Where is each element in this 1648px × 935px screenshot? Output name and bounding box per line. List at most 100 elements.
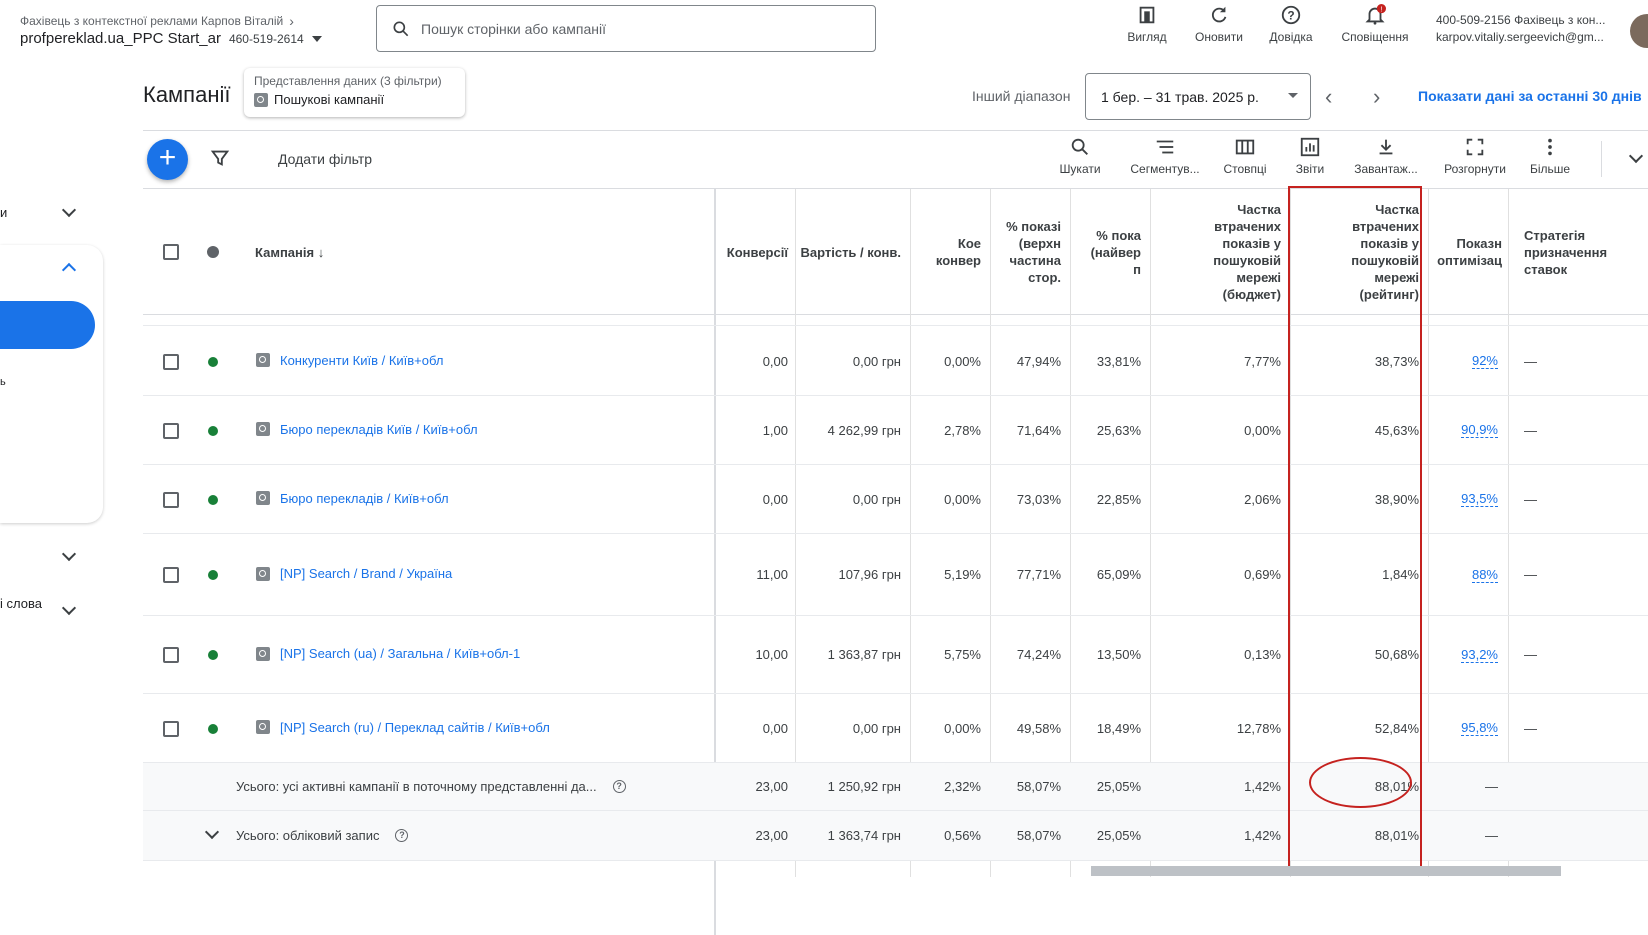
campaign-link[interactable]: Бюро перекладів Київ / Київ+обл	[256, 422, 478, 437]
table-row[interactable]: Конкуренти Київ / Київ+обл 0,00 0,00 грн 0,…	[143, 327, 1648, 396]
prev-range-button[interactable]: ‹	[1325, 84, 1333, 109]
table-row[interactable]: Бюро перекладів Київ / Київ+обл 1,00 4 262…	[143, 396, 1648, 465]
row-checkbox[interactable]	[163, 647, 179, 663]
date-range-selector[interactable]: 1 бер. – 31 трав. 2025 р.	[1085, 73, 1311, 120]
row-checkbox[interactable]	[163, 491, 179, 508]
campaign-name: [NP] Search (ua) / Загальна / Київ+обл-1	[280, 646, 521, 661]
table-row[interactable]: [NP] Search (ru) / Переклад сайтів / Киї…	[143, 694, 1648, 763]
table-row[interactable]: Бюро перекладів / Київ+обл 0,00 0,00 грн 0,…	[143, 465, 1648, 534]
sidebar-item-keywords[interactable]: і слова	[0, 596, 42, 611]
more-vert-icon	[1548, 138, 1552, 156]
col-bid-strategy[interactable]: Стратегія призначення ставок	[1524, 227, 1608, 277]
cell-rank: 50,68%	[1374, 647, 1419, 662]
cell-opt-score[interactable]: 93,5%	[1461, 491, 1498, 507]
chevron-down-icon[interactable]	[204, 824, 220, 840]
sidebar-active-item[interactable]	[0, 301, 95, 349]
last-30-days-link[interactable]: Показати дані за останні 30 днів	[1418, 88, 1642, 104]
status-enabled-icon	[208, 570, 218, 580]
avatar[interactable]	[1630, 14, 1648, 48]
range-label: Інший діапазон	[972, 88, 1071, 104]
campaign-link[interactable]: [NP] Search / Brand / Україна	[256, 566, 452, 581]
col-cost-per-conv[interactable]: Вартість / конв.	[800, 244, 901, 260]
cell-abs: 65,09%	[1096, 567, 1141, 582]
chevron-right-icon: ›	[289, 13, 294, 29]
tool-segment[interactable]: Сегментув...	[1123, 136, 1207, 176]
help-button[interactable]: ? Довідка	[1256, 4, 1326, 44]
cell-top: 49,58%	[1016, 720, 1061, 736]
columns-icon	[1235, 139, 1255, 155]
row-checkbox[interactable]	[163, 422, 179, 439]
tool-reports[interactable]: Звіти	[1285, 136, 1335, 176]
row-checkbox[interactable]	[163, 720, 179, 737]
row-checkbox[interactable]	[163, 353, 179, 370]
total-rate: 0,56%	[944, 828, 981, 843]
add-campaign-button[interactable]: +	[147, 139, 188, 180]
table-row[interactable]: [NP] Search (ua) / Загальна / Київ+обл-1…	[143, 616, 1648, 694]
user-info[interactable]: 400-509-2156 Фахівець з кон... karpov.vi…	[1436, 13, 1606, 44]
reports-icon	[1300, 137, 1320, 157]
col-abs-top-impr[interactable]: % пока (найвер п	[1090, 227, 1141, 277]
cell-opt-score[interactable]: 90,9%	[1461, 422, 1498, 438]
cell-cost: 107,96 грн	[838, 567, 901, 582]
cell-opt-score[interactable]: 93,2%	[1461, 646, 1498, 663]
account-breadcrumb[interactable]: Фахівець з контекстної реклами Карпов Ві…	[20, 13, 294, 29]
row-checkbox[interactable]	[163, 567, 179, 583]
campaign-link[interactable]: Конкуренти Київ / Київ+обл	[256, 353, 443, 368]
col-opt-score[interactable]: Показн оптимізац	[1437, 236, 1502, 268]
col-conv-rate[interactable]: Кое конвер	[935, 236, 981, 268]
sidebar-item-1[interactable]: и	[0, 205, 8, 220]
next-range-button[interactable]: ›	[1373, 84, 1381, 109]
campaign-link[interactable]: [NP] Search (ua) / Загальна / Київ+обл-1	[256, 646, 520, 661]
col-top-impr[interactable]: % показі (верхн частина стор.	[1006, 219, 1061, 285]
total-abs: 25,05%	[1096, 828, 1141, 843]
campaign-link[interactable]: Бюро перекладів / Київ+обл	[256, 491, 449, 506]
tool-download[interactable]: Завантаж...	[1347, 136, 1425, 176]
col-conversions[interactable]: Конверсії	[726, 244, 788, 260]
total-conv: 23,00	[755, 779, 788, 794]
col-lost-rank[interactable]: Частка втрачених показів у пошуковій мер…	[1351, 202, 1419, 302]
cell-top: 71,64%	[1016, 422, 1061, 438]
cell-cost: 0,00 грн	[852, 720, 901, 736]
view-chip[interactable]: Представлення даних (3 фільтри) Пошукові…	[244, 68, 465, 117]
search-campaign-icon	[256, 491, 270, 505]
table-toolbar: + Додати фільтр Шукати Сегментув... Стов…	[143, 131, 1648, 189]
campaigns-table-panel: + Додати фільтр Шукати Сегментув... Стов…	[143, 130, 1648, 935]
col-lost-budget[interactable]: Частка втрачених показів у пошуковій мер…	[1213, 202, 1281, 302]
refresh-button[interactable]: Оновити	[1184, 4, 1254, 44]
search-campaign-icon	[256, 646, 270, 661]
account-id: 460-519-2614	[228, 31, 304, 46]
totals-label: Усього: обліковий запис	[236, 828, 380, 843]
cell-opt-score[interactable]: 88%	[1471, 566, 1498, 583]
sidebar-item-2[interactable]: ь	[0, 376, 6, 388]
chevron-down-icon[interactable]	[61, 600, 77, 616]
cell-abs: 25,63%	[1096, 422, 1141, 438]
chevron-down-icon[interactable]	[61, 546, 77, 562]
chevron-down-icon[interactable]	[1628, 148, 1644, 164]
chevron-down-icon[interactable]	[61, 202, 77, 218]
cell-conv: 0,00	[762, 720, 788, 736]
account-selector[interactable]: profpereklad.ua_PPC Start_ar 460-519-261…	[20, 30, 322, 47]
tool-columns[interactable]: Стовпці	[1215, 136, 1275, 176]
search-input[interactable]: Пошук сторінки або кампанії	[376, 5, 876, 52]
caret-down-icon	[311, 35, 322, 42]
help-icon[interactable]: ?	[395, 829, 409, 842]
filter-icon[interactable]	[209, 147, 231, 169]
help-icon[interactable]: ?	[612, 780, 626, 793]
cell-top: 73,03%	[1016, 491, 1061, 507]
table-row[interactable]: [NP] Search / Brand / Україна 11,00 107,96…	[143, 534, 1648, 616]
total-rank: 88,01%	[1374, 828, 1419, 843]
view-button[interactable]: Вигляд	[1112, 4, 1182, 44]
cell-cost: 1 363,87 грн	[827, 647, 901, 662]
campaign-link[interactable]: [NP] Search (ru) / Переклад сайтів / Киї…	[256, 720, 550, 735]
tool-expand[interactable]: Розгорнути	[1439, 136, 1511, 176]
cell-opt-score[interactable]: 92%	[1471, 353, 1498, 369]
tool-more[interactable]: Більше	[1523, 136, 1577, 176]
col-campaign[interactable]: Кампанія ↓	[255, 244, 325, 260]
notifications-button[interactable]: ! Сповіщення	[1341, 4, 1409, 44]
search-campaign-icon	[256, 353, 270, 367]
select-all-checkbox[interactable]	[163, 244, 179, 260]
add-filter-button[interactable]: Додати фільтр	[278, 151, 373, 167]
cell-opt-score[interactable]: 95,8%	[1461, 720, 1498, 736]
tool-search[interactable]: Шукати	[1050, 136, 1110, 176]
horizontal-scrollbar[interactable]	[1091, 866, 1561, 876]
